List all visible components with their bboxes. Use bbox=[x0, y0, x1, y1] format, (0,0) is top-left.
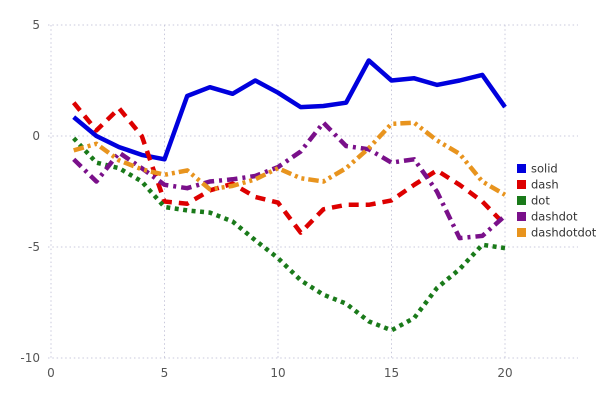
series-solid bbox=[72, 58, 507, 162]
x-tick-label-10: 10 bbox=[270, 366, 285, 380]
series-dash bbox=[71, 101, 507, 235]
x-tick-label-15: 15 bbox=[384, 366, 399, 380]
legend-swatch-dash bbox=[517, 180, 526, 189]
legend-swatch-dashdotdot bbox=[517, 228, 526, 237]
legend-label-dashdot: dashdot bbox=[531, 210, 578, 224]
legend-swatch-dashdot bbox=[517, 212, 526, 221]
legend-label-dash: dash bbox=[531, 178, 559, 192]
legend-swatch-solid bbox=[517, 164, 526, 173]
y-tick-label--5: -5 bbox=[28, 240, 40, 254]
series-dot bbox=[72, 136, 506, 333]
series-dashdotdot bbox=[73, 120, 507, 197]
y-tick-label--10: -10 bbox=[20, 351, 40, 365]
x-tick-label-5: 5 bbox=[161, 366, 169, 380]
x-tick-label-0: 0 bbox=[47, 366, 55, 380]
x-tick-label-20: 20 bbox=[497, 366, 512, 380]
legend-label-dashdotdot: dashdotdot bbox=[531, 226, 597, 240]
legend-swatch-dot bbox=[517, 196, 526, 205]
y-tick-label-0: 0 bbox=[32, 129, 40, 143]
y-tick-label-5: 5 bbox=[32, 18, 40, 32]
legend-label-dot: dot bbox=[531, 194, 550, 208]
legend-label-solid: solid bbox=[531, 162, 558, 176]
